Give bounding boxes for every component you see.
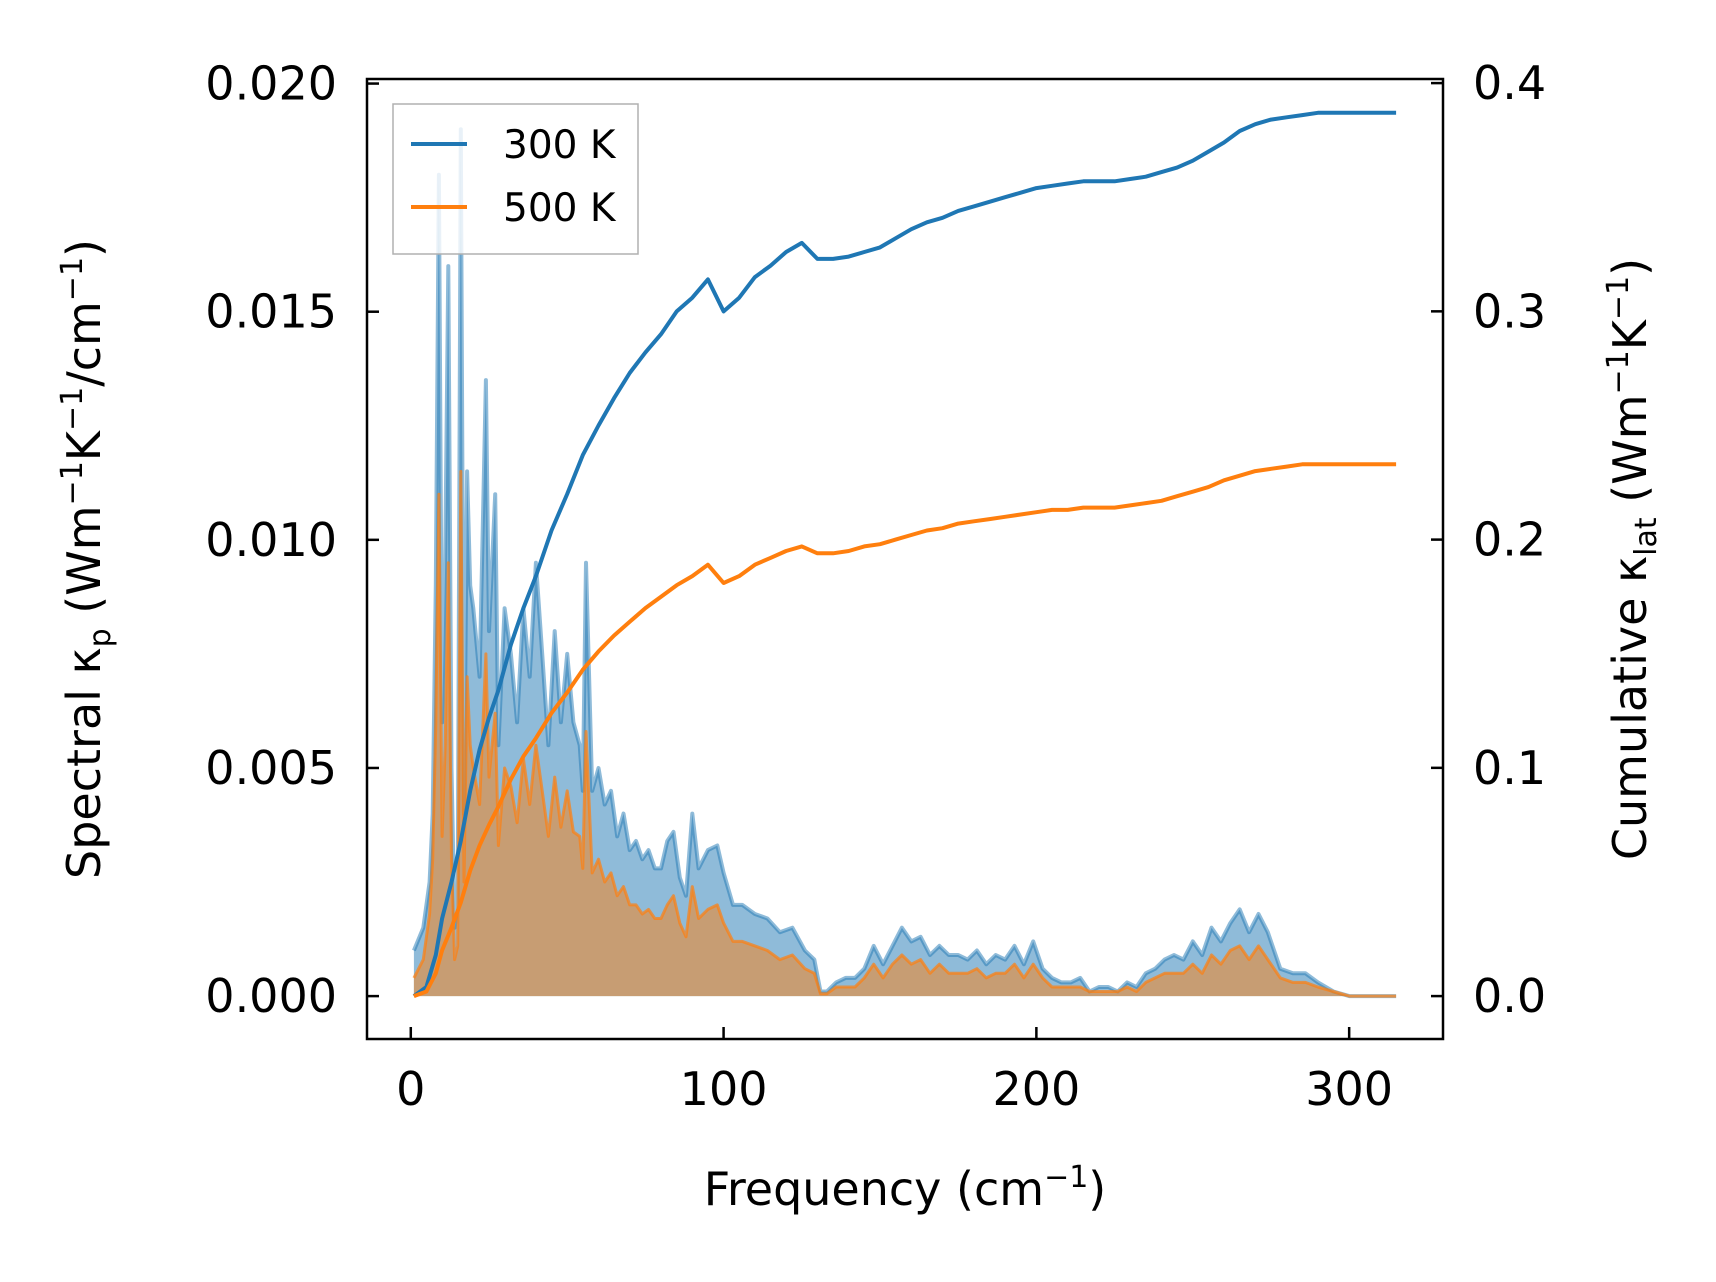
x-tick-label: 200 <box>992 1062 1080 1116</box>
legend-label-500k: 500 K <box>503 186 617 231</box>
spectral-fill-500k <box>413 471 1397 997</box>
legend-label-300k: 300 K <box>503 123 617 168</box>
plot-area <box>412 110 1397 999</box>
y-right-tick-label: 0.2 <box>1473 513 1546 567</box>
y-right-tick-label: 0.1 <box>1473 741 1546 795</box>
y-right-tick-label: 0.4 <box>1473 56 1546 110</box>
legend: 300 K 500 K <box>392 103 639 255</box>
plot-frame <box>365 77 1445 1041</box>
cumulative-line-500k <box>413 462 1397 998</box>
x-axis-label: Frequency (cm−1) <box>704 1160 1107 1216</box>
x-tick-label: 0 <box>396 1062 425 1116</box>
cumulative-line-300k <box>412 110 1397 998</box>
y-axis-label-left: Spectral κp (Wm−1K−1/cm−1) <box>55 239 118 879</box>
y-left-tick-label: 0.005 <box>205 741 337 795</box>
y-left-tick-label: 0.010 <box>205 513 337 567</box>
y-left-tick-label: 0.015 <box>205 285 337 339</box>
spectral-line-500k <box>412 469 1397 998</box>
y-right-tick-label: 0.0 <box>1473 969 1546 1023</box>
spectral-line-300k <box>412 127 1397 999</box>
x-tick-label: 100 <box>680 1062 768 1116</box>
y-right-tick-label: 0.3 <box>1473 284 1546 338</box>
y-left-tick-label: 0.020 <box>205 57 337 111</box>
y-left-tick-label: 0.000 <box>205 969 337 1023</box>
legend-box <box>392 103 639 255</box>
axis-ticks: 0 100 200 300 0.000 0.005 0.010 0.015 0.020 0.0 0.… <box>205 56 1546 1116</box>
y-axis-label-right: Cumulative κlat (Wm−1K−1) <box>1601 258 1664 860</box>
x-tick-label: 300 <box>1305 1062 1393 1116</box>
